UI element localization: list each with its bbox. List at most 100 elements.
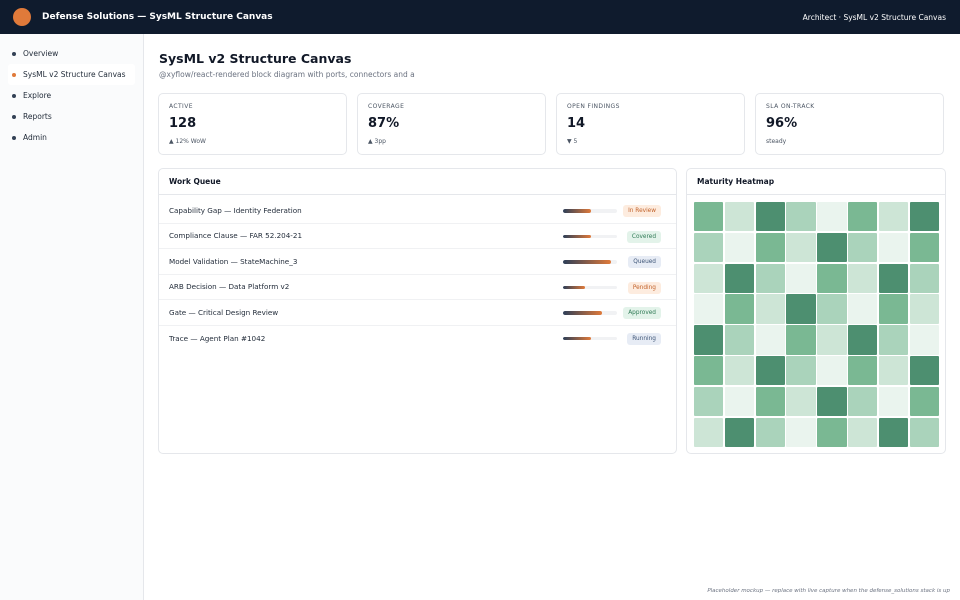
- heatmap-cell[interactable]: [755, 417, 785, 447]
- table-row[interactable]: Trace — Agent Plan #1042 Running: [159, 326, 676, 352]
- heatmap-cell[interactable]: [694, 417, 724, 447]
- heatmap-cell[interactable]: [755, 232, 785, 263]
- heatmap-cell[interactable]: [848, 294, 878, 324]
- heatmap-cell[interactable]: [817, 417, 847, 447]
- sidebar: Overview SysML v2 Structure Canvas Explo…: [0, 34, 144, 600]
- heatmap-cell[interactable]: [694, 294, 724, 324]
- progress-bar: [563, 260, 617, 264]
- heatmap-cell[interactable]: [786, 417, 816, 447]
- heatmap-cell[interactable]: [909, 325, 939, 355]
- heatmap-cell[interactable]: [786, 356, 816, 386]
- progress-bar: [563, 285, 617, 289]
- heatmap-cell[interactable]: [694, 232, 724, 263]
- heatmap-cell[interactable]: [694, 356, 724, 386]
- row-title: Trace — Agent Plan #1042: [169, 333, 266, 343]
- table-row[interactable]: Model Validation — StateMachine_3 Queued: [159, 249, 676, 275]
- kpi-delta: ▼ 5: [567, 138, 578, 145]
- heatmap-cell[interactable]: [786, 202, 816, 232]
- sidebar-item-explore[interactable]: Explore: [8, 85, 135, 106]
- heatmap-cell[interactable]: [909, 202, 939, 232]
- heatmap-cell[interactable]: [817, 325, 847, 355]
- heatmap-cell[interactable]: [724, 294, 755, 324]
- heatmap-cell[interactable]: [848, 417, 878, 447]
- table-row[interactable]: ARB Decision — Data Platform v2 Pending: [159, 275, 676, 300]
- row-title: Capability Gap — Identity Federation: [169, 205, 302, 215]
- maturity-heatmap-title: Maturity Heatmap: [687, 169, 945, 195]
- heatmap-cell[interactable]: [878, 294, 909, 324]
- heatmap-cell[interactable]: [755, 325, 785, 355]
- progress-bar: [563, 336, 617, 340]
- heatmap-cell[interactable]: [817, 232, 847, 263]
- heatmap-cell[interactable]: [724, 417, 755, 447]
- heatmap-cell[interactable]: [817, 356, 847, 386]
- heatmap-cell[interactable]: [878, 232, 909, 263]
- heatmap-cell[interactable]: [724, 232, 755, 263]
- sidebar-item-reports[interactable]: Reports: [8, 106, 135, 127]
- kpi-card-open-findings: OPEN FINDINGS 14 ▼ 5: [556, 93, 745, 155]
- heatmap-cell[interactable]: [909, 386, 939, 417]
- sidebar-item-admin[interactable]: Admin: [8, 127, 135, 148]
- heatmap-cell[interactable]: [786, 263, 816, 293]
- sidebar-item-label: SysML v2 Structure Canvas: [23, 70, 126, 79]
- heatmap-cell[interactable]: [817, 202, 847, 232]
- heatmap-cell[interactable]: [909, 263, 939, 293]
- progress-fill: [563, 311, 602, 315]
- bullet-icon: [12, 72, 16, 77]
- heatmap-cell[interactable]: [878, 417, 909, 447]
- heatmap-cell[interactable]: [909, 294, 939, 324]
- table-row[interactable]: Compliance Clause — FAR 52.204-21 Covere…: [159, 224, 676, 249]
- heatmap-cell[interactable]: [724, 386, 755, 417]
- heatmap-cell[interactable]: [878, 386, 909, 417]
- heatmap-cell[interactable]: [786, 386, 816, 417]
- sidebar-item-sysml-structure-canvas[interactable]: SysML v2 Structure Canvas: [8, 64, 135, 85]
- heatmap-cell[interactable]: [909, 356, 939, 386]
- heatmap-cell[interactable]: [817, 386, 847, 417]
- status-badge: Covered: [626, 230, 661, 243]
- kpi-value: 128: [169, 116, 197, 131]
- kpi-label: OPEN FINDINGS: [567, 103, 620, 110]
- heatmap-cell[interactable]: [848, 202, 878, 232]
- heatmap-cell[interactable]: [878, 356, 909, 386]
- heatmap-cell[interactable]: [848, 356, 878, 386]
- heatmap-cell[interactable]: [755, 356, 785, 386]
- heatmap-cell[interactable]: [755, 294, 785, 324]
- heatmap-cell[interactable]: [724, 202, 755, 232]
- kpi-value: 14: [567, 116, 586, 131]
- table-row[interactable]: Gate — Critical Design Review Approved: [159, 300, 676, 326]
- heatmap-cell[interactable]: [694, 325, 724, 355]
- heatmap-cell[interactable]: [909, 232, 939, 263]
- heatmap-cell[interactable]: [724, 325, 755, 355]
- table-row[interactable]: Capability Gap — Identity Federation In …: [159, 198, 676, 224]
- heatmap-cell[interactable]: [848, 263, 878, 293]
- heatmap-cell[interactable]: [786, 232, 816, 263]
- bullet-icon: [12, 114, 16, 119]
- heatmap-cell[interactable]: [755, 263, 785, 293]
- heatmap-cell[interactable]: [786, 325, 816, 355]
- heatmap-cell[interactable]: [848, 386, 878, 417]
- kpi-label: ACTIVE: [169, 103, 193, 110]
- heatmap-cell[interactable]: [786, 294, 816, 324]
- heatmap-cell[interactable]: [848, 325, 878, 355]
- heatmap-cell[interactable]: [817, 294, 847, 324]
- heatmap-cell[interactable]: [909, 417, 939, 447]
- heatmap-cell[interactable]: [755, 202, 785, 232]
- app-logo-icon[interactable]: [13, 8, 31, 26]
- kpi-value: 96%: [766, 116, 798, 131]
- kpi-value: 87%: [368, 116, 400, 131]
- bullet-icon: [12, 51, 16, 56]
- heatmap-cell[interactable]: [817, 263, 847, 293]
- heatmap-cell[interactable]: [848, 232, 878, 263]
- sidebar-item-overview[interactable]: Overview: [8, 43, 135, 64]
- progress-bar: [563, 234, 617, 238]
- heatmap-cell[interactable]: [878, 263, 909, 293]
- progress-bar: [563, 209, 617, 213]
- heatmap-cell[interactable]: [755, 386, 785, 417]
- heatmap-cell[interactable]: [694, 202, 724, 232]
- heatmap-cell[interactable]: [694, 263, 724, 293]
- heatmap-cell[interactable]: [878, 325, 909, 355]
- heatmap-cell[interactable]: [724, 263, 755, 293]
- progress-fill: [563, 234, 592, 238]
- heatmap-cell[interactable]: [694, 386, 724, 417]
- heatmap-cell[interactable]: [724, 356, 755, 386]
- heatmap-cell[interactable]: [878, 202, 909, 232]
